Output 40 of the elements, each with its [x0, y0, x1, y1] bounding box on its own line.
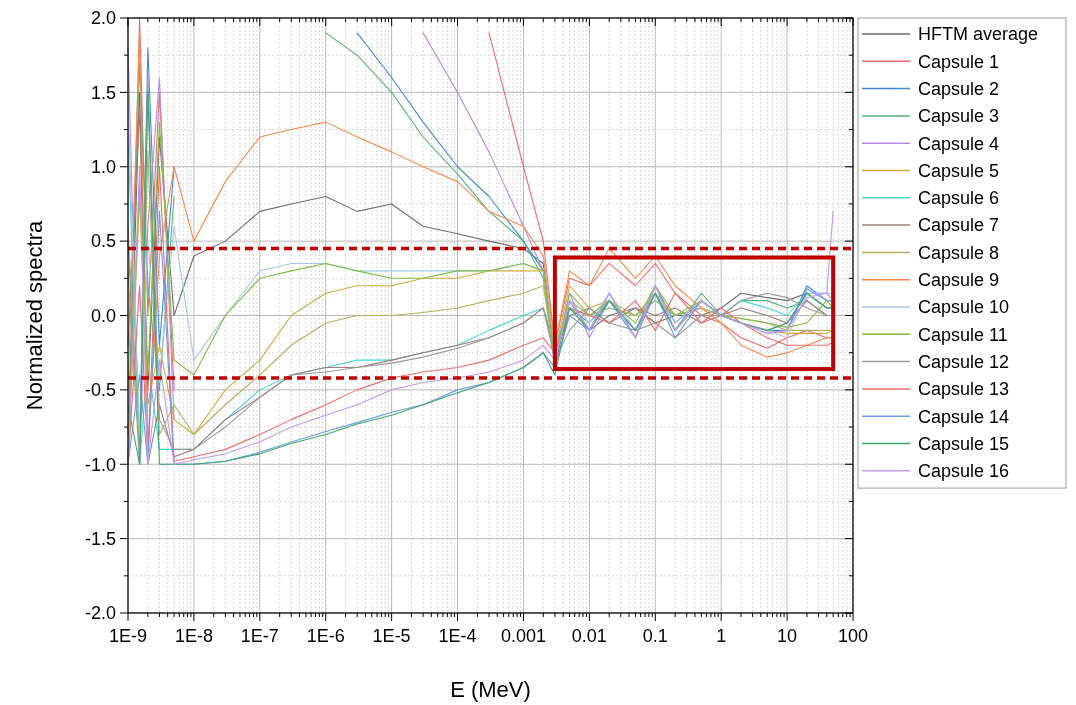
legend-label: Capsule 12: [918, 351, 1010, 372]
x-tick-label: 1E-8: [174, 626, 213, 646]
legend-label: Capsule 4: [918, 133, 1000, 154]
x-tick-label: 0.001: [500, 626, 546, 646]
x-tick-label: 1E-9: [108, 626, 148, 646]
x-tick-label: 1E-5: [372, 626, 411, 646]
y-tick-label: 0.0: [90, 305, 116, 326]
legend-label: Capsule 10: [918, 297, 1010, 318]
legend-label: HFTM average: [918, 24, 1039, 45]
legend-label: Capsule 9: [918, 270, 1000, 290]
legend-label: Capsule 11: [918, 324, 1008, 345]
x-tick-label: 10: [777, 626, 798, 646]
x-tick-label: 0.01: [571, 626, 607, 646]
x-tick-label: 100: [837, 626, 869, 646]
x-tick-label: 1E-4: [438, 626, 477, 646]
legend-label: Capsule 3: [918, 106, 1000, 127]
x-axis-title: E (MeV): [450, 677, 531, 702]
legend-label: Capsule 16: [918, 461, 1010, 482]
y-tick-label: 1.0: [90, 157, 116, 178]
legend-label: Capsule 6: [918, 188, 1000, 209]
y-tick-label: -2.0: [84, 603, 116, 624]
y-tick-label: 0.5: [90, 231, 116, 252]
legend-label: Capsule 13: [918, 379, 1010, 400]
y-tick-label: 1.5: [90, 82, 116, 103]
legend-label: Capsule 8: [918, 242, 1000, 263]
legend-label: Capsule 14: [918, 406, 1010, 427]
y-axis-title: Normalized spectra: [22, 219, 47, 411]
x-tick-label: 0.1: [642, 626, 668, 646]
x-tick-label: 1E-7: [240, 626, 279, 646]
y-tick-label: -1.0: [84, 454, 116, 475]
legend-label: Capsule 1: [918, 51, 1000, 72]
y-tick-label: 2.0: [90, 8, 116, 29]
legend-label: Capsule 15: [918, 433, 1010, 454]
y-tick-label: -0.5: [84, 380, 116, 401]
x-tick-label: 1: [716, 626, 727, 646]
x-tick-label: 1E-6: [306, 626, 345, 646]
y-tick-label: -1.5: [84, 528, 116, 549]
legend-label: Capsule 7: [918, 215, 1000, 236]
legend-label: Capsule 5: [918, 160, 1000, 181]
legend-label: Capsule 2: [918, 78, 1000, 99]
